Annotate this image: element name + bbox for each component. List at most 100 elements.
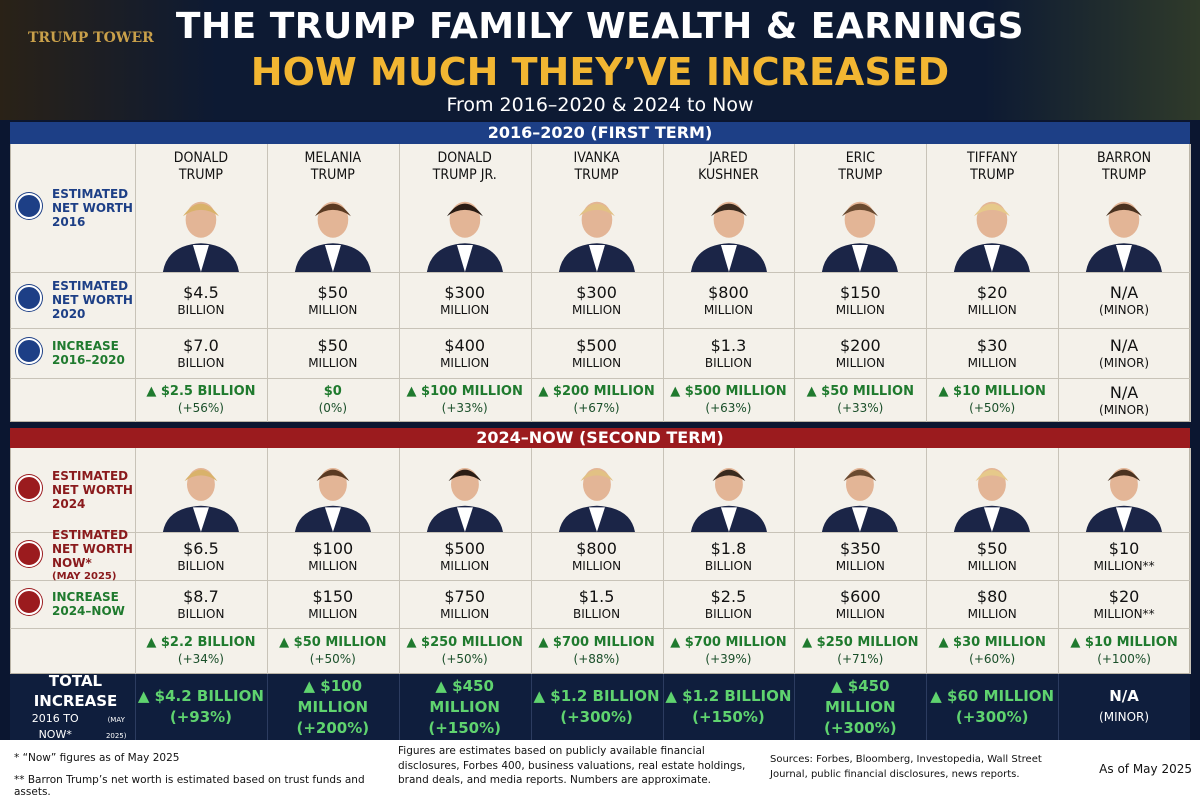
row-label-text: INCREASE 2016–2020 — [52, 339, 125, 367]
column-divider — [662, 448, 664, 674]
value-cell: ▲ $700 MILLION (+88%) — [531, 628, 663, 674]
value-line: BILLION — [704, 558, 752, 573]
value-line: $80 — [976, 586, 1008, 606]
portrait — [294, 468, 371, 532]
column-divider — [1058, 448, 1060, 674]
disclaimer: Figures are estimates based on publicly … — [398, 745, 746, 786]
value-line: $10 — [1108, 538, 1140, 558]
member-name-line: TRUMP — [1101, 167, 1147, 183]
value-line: MILLION — [308, 355, 358, 370]
value-line: $8.7 — [183, 586, 219, 606]
total-value-line: (MINOR) — [1099, 710, 1150, 724]
column-divider — [1190, 448, 1191, 674]
value-cell: $150 MILLION — [267, 580, 399, 628]
value-line: (+56%) — [177, 401, 224, 415]
value-cell: N/A (MINOR) — [1058, 378, 1190, 422]
member-name-line: ERIC — [845, 150, 875, 166]
portrait — [822, 201, 899, 272]
member-name: DONALD TRUMP — [135, 150, 267, 184]
total-value-line: ▲ $450 MILLION — [825, 676, 896, 716]
total-cell: ▲ $1.2 BILLION (+150%) — [663, 674, 795, 740]
value-line: $1.3 — [710, 335, 747, 355]
column-divider — [398, 144, 400, 422]
row-divider — [10, 328, 1190, 329]
value-line: $4.5 — [183, 282, 219, 302]
value-line: BILLION — [573, 606, 621, 621]
value-line: ▲ $250 MILLION — [406, 635, 523, 650]
value-cell: $400 MILLION — [399, 328, 531, 378]
member-name-line: TRUMP JR. — [432, 167, 497, 183]
value-line: (+67%) — [573, 401, 620, 415]
value-line: $750 — [444, 586, 486, 606]
row-divider — [10, 532, 1190, 533]
value-cell: $300 MILLION — [399, 272, 531, 328]
total-cell: ▲ $100 MILLION (+200%) — [267, 674, 399, 740]
member-name: DONALD TRUMP JR. — [399, 150, 531, 184]
column-divider — [926, 144, 928, 422]
total-value-line: ▲ $4.2 BILLION — [137, 687, 264, 705]
row-icon — [16, 589, 42, 615]
value-line: MILLION — [835, 355, 885, 370]
value-line: (+88%) — [573, 652, 620, 666]
row-label: INCREASE 2024–NOW — [52, 580, 133, 628]
member-name-line: TIFFANY — [967, 150, 1018, 166]
row-label-text: ESTIMATED NET WORTH 2016 — [52, 187, 133, 229]
total-cell: N/A (MINOR) — [1058, 674, 1190, 740]
total-value-line: ▲ $1.2 BILLION — [533, 687, 660, 705]
column-divider — [794, 674, 796, 740]
total-value-line: (+150%) — [428, 718, 501, 737]
value-line: (MINOR) — [1099, 302, 1150, 317]
value-line: $500 — [444, 538, 486, 558]
column-divider — [266, 144, 268, 422]
value-cell: $4.5 BILLION — [135, 272, 267, 328]
portrait — [822, 468, 899, 532]
value-line: $6.5 — [183, 538, 219, 558]
value-line: (+63%) — [705, 401, 752, 415]
total-sublabel-note: (MAY 2025) — [105, 715, 127, 740]
value-line: (+60%) — [969, 652, 1016, 666]
value-line: $50 — [317, 335, 349, 355]
value-cell: $50 MILLION — [267, 328, 399, 378]
value-cell: $80 MILLION — [926, 580, 1058, 628]
value-cell: ▲ $50 MILLION (+33%) — [794, 378, 926, 422]
total-label-text: TOTAL INCREASE — [33, 671, 118, 710]
portrait — [1086, 201, 1163, 272]
row-divider — [10, 272, 1190, 273]
value-line: MILLION — [308, 558, 358, 573]
value-line: (+71%) — [837, 652, 884, 666]
footnote: * “Now” figures as of May 2025 — [14, 752, 180, 764]
value-line: MILLION — [967, 302, 1017, 317]
row-label-text: ESTIMATED NET WORTH 2024 — [52, 469, 133, 511]
portrait — [954, 201, 1031, 272]
row-label: ESTIMATED NET WORTH NOW* (MAY 2025) — [52, 528, 133, 582]
total-cell: ▲ $60 MILLION (+300%) — [926, 674, 1058, 740]
value-line: ▲ $10 MILLION — [938, 384, 1046, 399]
column-divider — [266, 674, 268, 740]
value-cell: $500 MILLION — [399, 532, 531, 580]
value-line: ▲ $50 MILLION — [279, 635, 387, 650]
value-line: (+39%) — [705, 652, 752, 666]
value-line: MILLION — [835, 558, 885, 573]
portrait — [294, 201, 371, 272]
value-cell: $20 MILLION** — [1058, 580, 1190, 628]
value-line: $100 — [312, 538, 354, 558]
value-line: (+33%) — [837, 401, 884, 415]
value-cell: $800 MILLION — [663, 272, 795, 328]
value-line: $200 — [839, 335, 881, 355]
portrait — [162, 201, 239, 272]
column-divider — [530, 144, 532, 422]
value-line: N/A — [1109, 382, 1139, 402]
value-line: N/A — [1109, 282, 1139, 302]
value-cell: $100 MILLION — [267, 532, 399, 580]
value-line: $1.5 — [578, 586, 615, 606]
member-name-line: IVANKA — [573, 150, 620, 166]
value-line: MILLION — [440, 606, 490, 621]
value-line: BILLION — [704, 355, 752, 370]
row-label-text: ESTIMATED NET WORTH 2020 — [52, 279, 133, 321]
total-value-line: ▲ $100 MILLION — [297, 676, 369, 716]
value-line: ▲ $700 MILLION — [538, 635, 655, 650]
value-cell: ▲ $100 MILLION (+33%) — [399, 378, 531, 422]
member-name-line: TRUMP — [310, 167, 355, 183]
value-cell: $600 MILLION — [794, 580, 926, 628]
